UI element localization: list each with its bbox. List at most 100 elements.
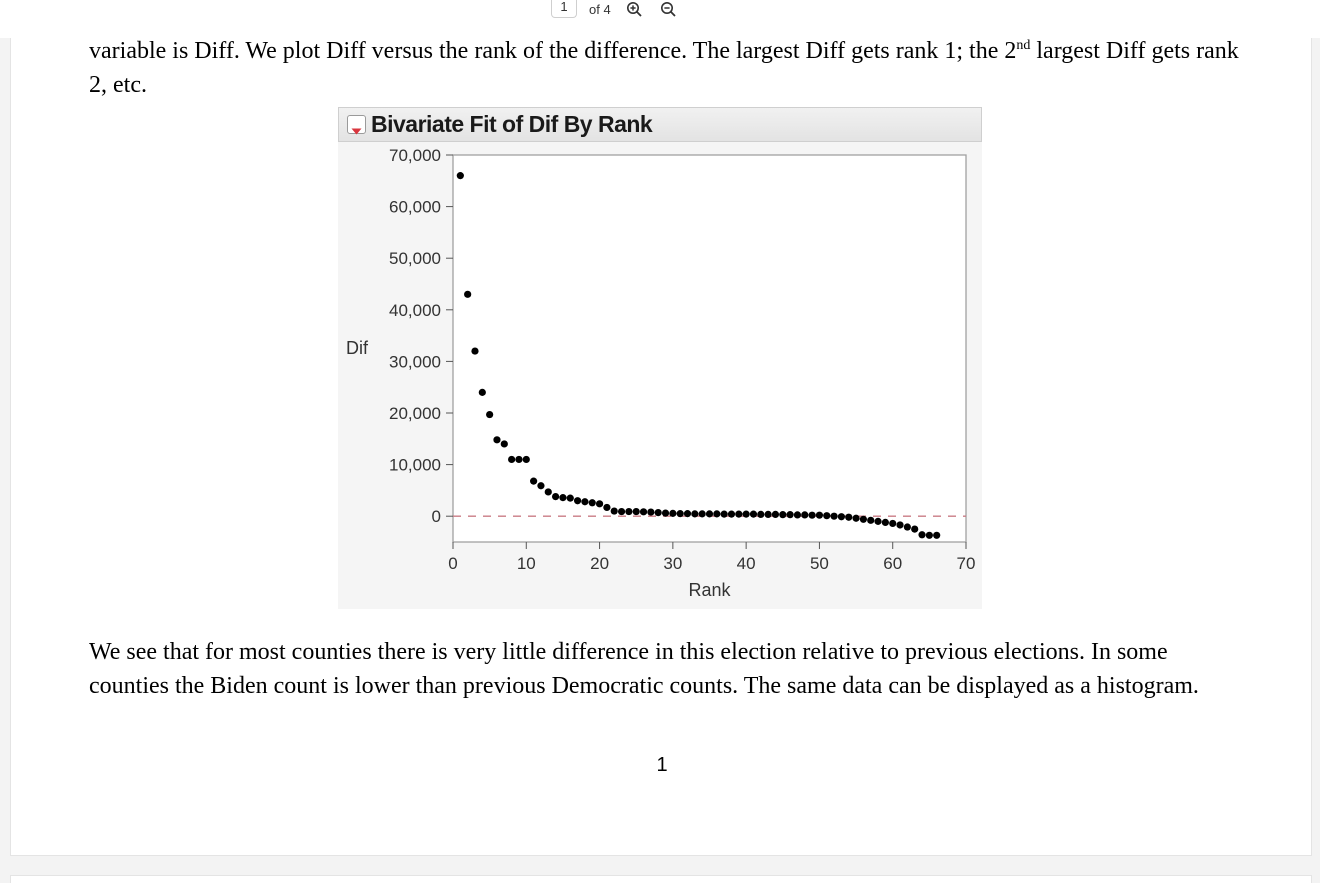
- data-point: [705, 510, 714, 518]
- figure-title-bar: Bivariate Fit of Dif By Rank: [338, 107, 982, 142]
- y-axis-label: Dif: [346, 338, 369, 358]
- data-point: [735, 510, 743, 518]
- y-tick-label: 0: [432, 507, 441, 526]
- x-axis-label: Rank: [688, 580, 731, 600]
- superscript-nd: nd: [1016, 38, 1031, 53]
- page-number: 1: [656, 754, 668, 776]
- data-point: [801, 511, 809, 519]
- data-point: [544, 488, 552, 496]
- data-point: [823, 512, 831, 520]
- data-point: [478, 388, 486, 396]
- data-point: [617, 507, 626, 516]
- data-point: [588, 499, 596, 507]
- data-point: [742, 510, 750, 518]
- data-point: [911, 525, 919, 533]
- x-tick-label: 0: [448, 554, 457, 573]
- data-point: [566, 494, 574, 502]
- intro-text-a: variable is Diff. We plot Diff versus th…: [89, 38, 1017, 64]
- data-point: [786, 511, 794, 519]
- data-point: [815, 511, 824, 519]
- y-tick-label: 20,000: [389, 404, 441, 423]
- data-point: [771, 510, 780, 518]
- data-point: [698, 510, 706, 518]
- scatter-plot: 0 10,000 20,000 30,000 40,000 50,000 60,000 70,…: [346, 146, 975, 600]
- data-point: [456, 172, 464, 180]
- data-point: [595, 500, 604, 508]
- data-point: [508, 455, 516, 464]
- data-point: [515, 455, 523, 464]
- data-point: [500, 440, 508, 448]
- zoom-in-icon[interactable]: [625, 1, 645, 17]
- y-tick-label: 70,000: [389, 146, 441, 165]
- y-tick-label: 50,000: [389, 249, 441, 268]
- data-point: [683, 510, 692, 518]
- data-point: [610, 507, 618, 515]
- data-point: [830, 512, 838, 520]
- data-point: [764, 510, 772, 518]
- data-point: [859, 515, 868, 523]
- data-point: [918, 531, 926, 539]
- data-point: [647, 508, 655, 516]
- data-point: [559, 494, 567, 502]
- x-tick-label: 40: [737, 554, 756, 573]
- data-point: [779, 511, 787, 519]
- data-point: [654, 508, 662, 517]
- page-total-label: of 4: [589, 1, 611, 17]
- data-point: [925, 531, 933, 539]
- y-tick-label: 40,000: [389, 301, 441, 320]
- data-point: [486, 410, 494, 419]
- data-point: [837, 513, 846, 521]
- data-point: [852, 514, 860, 522]
- conclusion-paragraph: We see that for most counties there is v…: [89, 639, 1199, 699]
- data-point: [530, 477, 538, 485]
- figure-title: Bivariate Fit of Dif By Rank: [371, 111, 653, 137]
- data-point: [669, 509, 677, 517]
- data-point: [727, 510, 736, 518]
- x-tick-label: 60: [883, 554, 902, 573]
- triangle-down-icon[interactable]: [347, 115, 366, 135]
- intro-text-b: largest Diff gets rank 2, etc.: [89, 38, 1239, 98]
- data-point: [639, 508, 648, 516]
- data-point: [903, 523, 911, 531]
- data-point: [845, 513, 853, 521]
- document-page: variable is Diff. We plot Diff versus th…: [10, 38, 1312, 856]
- x-tick-label: 50: [810, 554, 829, 573]
- bivariate-fit-figure: Bivariate Fit of Dif By Rank 0 10,000 20,0…: [338, 107, 982, 609]
- data-point: [581, 498, 589, 506]
- data-point: [537, 482, 545, 490]
- data-point: [896, 521, 904, 529]
- data-point: [889, 519, 897, 528]
- y-tick-label: 30,000: [389, 352, 441, 371]
- data-point: [522, 455, 530, 464]
- data-point: [573, 497, 582, 505]
- data-point: [867, 516, 875, 524]
- intro-paragraph: variable is Diff. We plot Diff versus th…: [89, 34, 1239, 102]
- pager: 1 of 4: [551, 0, 679, 18]
- data-point: [720, 510, 728, 518]
- data-point: [881, 518, 889, 526]
- y-tick-label: 60,000: [389, 198, 441, 217]
- data-point: [933, 531, 941, 539]
- data-point: [632, 507, 640, 516]
- current-page-input[interactable]: 1: [551, 0, 577, 18]
- data-point: [471, 347, 479, 355]
- data-point: [691, 510, 699, 518]
- x-tick-label: 20: [590, 554, 609, 573]
- data-point: [808, 511, 816, 519]
- data-point: [793, 511, 802, 519]
- data-point: [676, 510, 684, 518]
- data-point: [661, 509, 670, 517]
- x-tick-label: 10: [517, 554, 536, 573]
- y-tick-label: 10,000: [389, 456, 441, 475]
- data-point: [552, 492, 560, 501]
- data-point: [625, 507, 633, 516]
- data-point: [749, 510, 758, 518]
- next-page-edge: [10, 875, 1312, 883]
- data-point: [874, 517, 882, 525]
- data-point: [464, 290, 472, 298]
- x-tick-label: 30: [663, 554, 682, 573]
- data-point: [713, 510, 721, 518]
- zoom-out-icon[interactable]: [659, 1, 679, 17]
- plot-frame: [452, 154, 967, 543]
- data-point: [757, 510, 765, 518]
